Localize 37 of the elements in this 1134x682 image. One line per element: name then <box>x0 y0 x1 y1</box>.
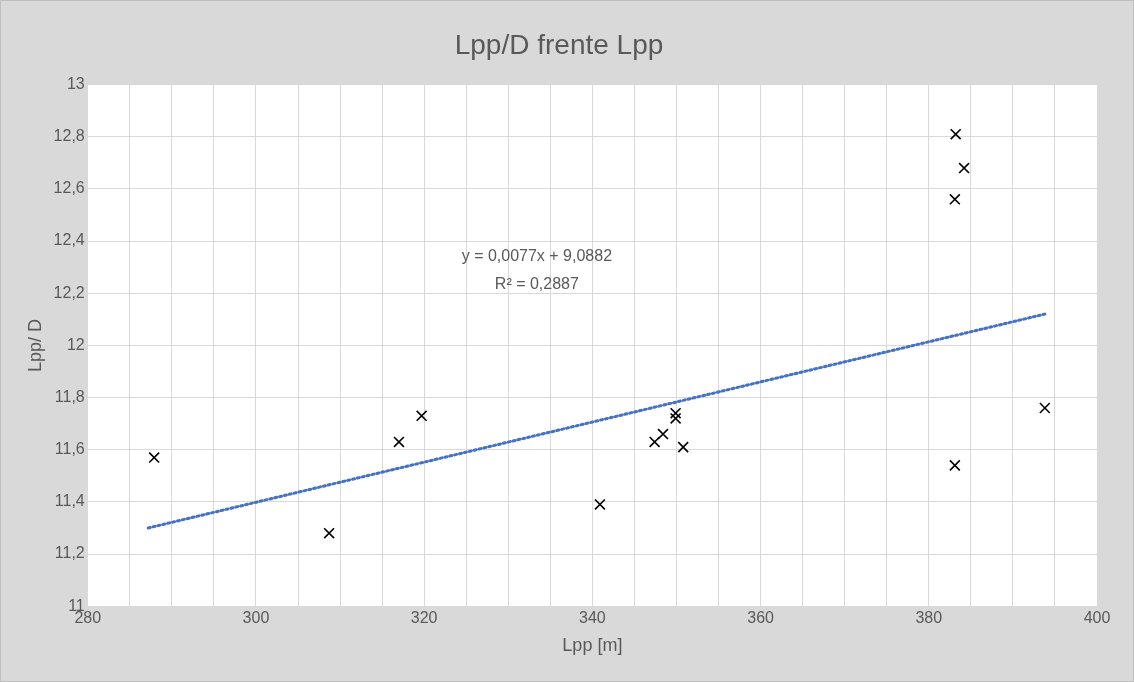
y-tick-label: 12,8 <box>53 127 85 145</box>
point <box>323 527 335 539</box>
point <box>657 428 669 440</box>
point <box>393 436 405 448</box>
point <box>677 441 689 453</box>
point <box>669 407 682 419</box>
y-tick-label: 13 <box>66 75 85 93</box>
y-axis-title: Lpp/ D <box>24 318 45 372</box>
y-tick-label: 11,4 <box>54 492 85 510</box>
point <box>148 451 160 464</box>
x-tick-label: 380 <box>915 609 943 627</box>
point <box>949 459 961 472</box>
y-tick-label: 11,8 <box>54 387 85 405</box>
annotation: R² = 0,2887 <box>494 275 579 293</box>
y-tick-label: 11,6 <box>54 440 85 458</box>
point <box>1039 402 1051 414</box>
point <box>648 436 661 448</box>
point <box>958 162 970 174</box>
x-axis-title: Lpp [m] <box>562 635 623 656</box>
point <box>594 498 606 511</box>
annotation: y = 0,0077x + 9,0882 <box>461 247 613 265</box>
chart-title: Lpp/D frente Lpp <box>454 28 664 60</box>
y-tick-label: 11,2 <box>54 544 85 562</box>
point <box>415 410 428 422</box>
y-tick-label: 12 <box>66 335 85 353</box>
point <box>949 128 962 140</box>
x-tick-label: 340 <box>579 609 606 627</box>
x-tick-label: 280 <box>74 609 102 627</box>
point <box>669 412 682 425</box>
x-tick-label: 320 <box>410 609 438 627</box>
x-tick-label: 360 <box>747 609 775 627</box>
y-tick-label: 12,6 <box>53 179 85 197</box>
y-tick-label: 12,4 <box>53 231 85 249</box>
x-tick-label: 300 <box>242 609 270 627</box>
x-tick-label: 400 <box>1083 609 1111 627</box>
y-tick-label: 12,2 <box>53 283 85 301</box>
point <box>949 193 961 206</box>
